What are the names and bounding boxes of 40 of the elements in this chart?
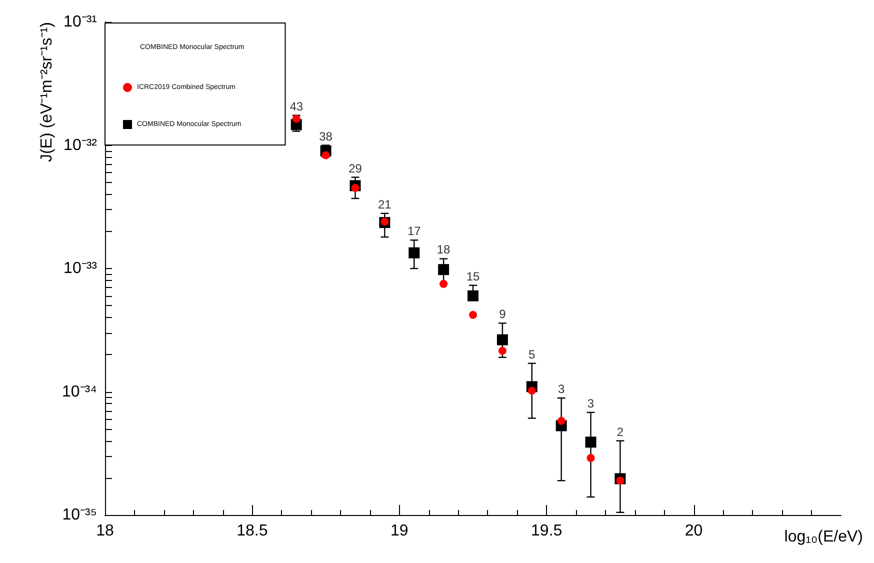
y-tick-label: 10⁻³⁴: [62, 383, 98, 400]
annotation: 29: [348, 161, 362, 176]
y-axis-title: J(E) (eV⁻¹m⁻²sr⁻¹s⁻¹): [38, 22, 56, 162]
annotation: 21: [378, 197, 392, 212]
point: [469, 310, 477, 319]
point: [557, 416, 566, 425]
point: [498, 346, 506, 355]
point: [322, 151, 330, 160]
point: [468, 290, 478, 302]
y-tick-label: 10⁻³²: [64, 136, 98, 154]
point: [292, 114, 300, 123]
x-tick-label: 19.5: [531, 522, 562, 540]
annotation: 3: [558, 382, 565, 396]
x-tick-label: 20: [684, 522, 703, 540]
point: [438, 264, 450, 276]
annotation: 18: [436, 242, 451, 257]
annotation: 15: [466, 269, 480, 284]
x-axis-title: log₁₀(E/eV): [784, 528, 863, 546]
point: [585, 436, 596, 448]
x-tick-label: 19: [390, 522, 408, 540]
annotation: 5: [528, 347, 536, 362]
x-tick-label: 18.5: [236, 522, 268, 540]
x-tick-label: 18: [96, 522, 114, 540]
annotation: 3: [587, 396, 594, 410]
point: [616, 476, 624, 485]
point: [351, 184, 360, 192]
annotation: 43: [290, 99, 304, 114]
annotation: 9: [499, 307, 506, 322]
annotation: 17: [407, 224, 422, 238]
point: [586, 454, 595, 462]
point: [440, 280, 448, 288]
point: [496, 334, 508, 346]
y-tick-label: 10⁻³³: [64, 260, 98, 277]
annotation: 38: [319, 129, 333, 144]
point: [380, 218, 389, 226]
point: [528, 386, 536, 395]
annotation: 2: [616, 424, 624, 439]
point: [408, 247, 420, 258]
y-tick-label: 10⁻³⁵: [62, 506, 97, 524]
y-tick-label: 10⁻³¹: [64, 14, 97, 30]
